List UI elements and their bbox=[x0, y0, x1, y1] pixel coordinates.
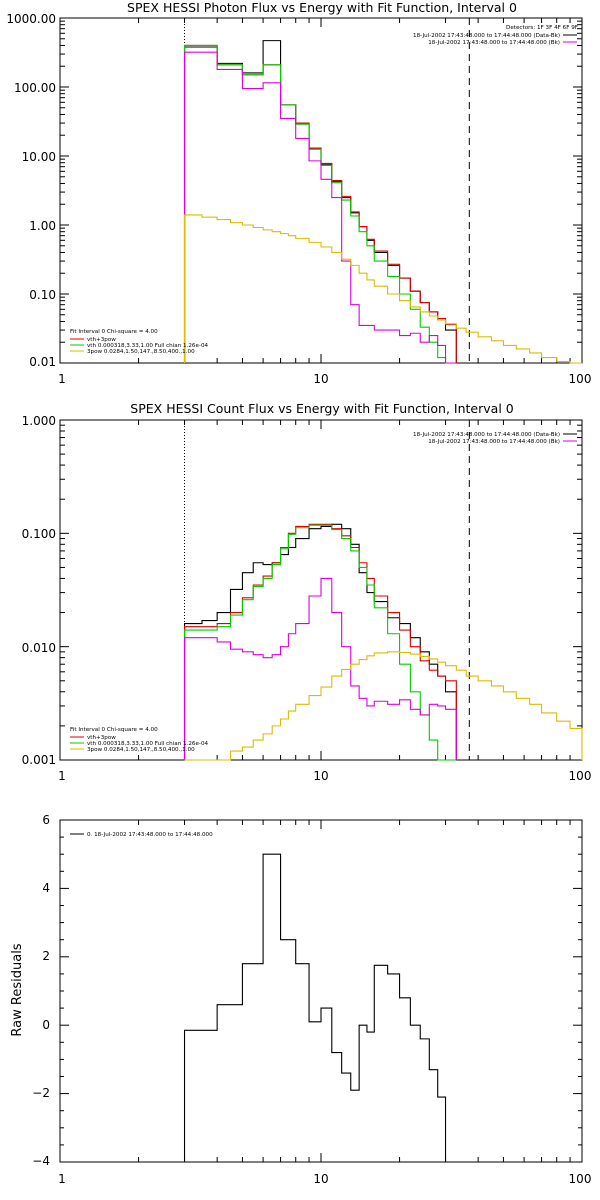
y-axis-label: Raw Residuals bbox=[10, 943, 25, 1036]
chart-title: SPEX HESSI Count Flux vs Energy with Fit… bbox=[130, 401, 513, 416]
x-tick-label: 100 bbox=[569, 372, 592, 386]
plot-frame bbox=[59, 819, 583, 1163]
series-group bbox=[183, 523, 583, 761]
residuals-panel: 6 4 2 0 −2 −4 1 10 100 Raw Residuals 0. … bbox=[10, 813, 591, 1186]
chart-title: SPEX HESSI Photon Flux vs Energy with Fi… bbox=[127, 0, 517, 15]
plot-frame bbox=[59, 17, 583, 364]
legend-top: Detectors: 1F 3F 4F 6F 9F 18-Jul-2002 17… bbox=[413, 25, 578, 46]
legend-entry: vth 0.000318,3.33,1.00 Full chian 1.26e-… bbox=[87, 741, 209, 747]
series-line-bk bbox=[183, 51, 457, 364]
legend-entry: vth 0.000318,3.33,1.00 Full chian 1.26e-… bbox=[87, 343, 209, 349]
series-line-3pow bbox=[183, 214, 582, 364]
y-tick-label: 6 bbox=[42, 813, 50, 827]
y-tick-label: 4 bbox=[42, 881, 50, 895]
tick-marks bbox=[59, 819, 582, 1163]
series-line-vth bbox=[183, 524, 457, 761]
series-group bbox=[183, 853, 447, 1162]
legend-entry: 3pow 0.0284,1.50,147.,8.50,400.,1.00 bbox=[87, 747, 195, 753]
y-tick-label: 0.01 bbox=[29, 355, 56, 369]
x-tick-label: 100 bbox=[569, 1172, 592, 1186]
y-tick-label: 100.00 bbox=[14, 81, 56, 95]
photon-flux-panel: SPEX HESSI Photon Flux vs Energy with Fi… bbox=[6, 0, 591, 386]
series-line-vth-3pow bbox=[183, 44, 457, 363]
y-tick-label: 0.001 bbox=[22, 753, 56, 767]
y-tick-label: 0.10 bbox=[29, 288, 56, 302]
series-line-data-bk bbox=[183, 40, 457, 363]
legend-entry: 18-Jul-2002 17:43:48.000 to 17:44:48.000… bbox=[413, 33, 560, 39]
x-tick-label: 10 bbox=[313, 769, 328, 783]
legend-entry: 3pow 0.0284,1.50,147.,8.50,400.,1.00 bbox=[87, 349, 195, 355]
legend-entry: 18-Jul-2002 17:43:48.000 to 17:44:48.000… bbox=[413, 432, 560, 438]
series-group bbox=[183, 40, 582, 364]
tick-marks bbox=[59, 17, 582, 364]
series-line-bk bbox=[183, 577, 457, 760]
y-tick-label: −4 bbox=[32, 1154, 50, 1168]
x-tick-label: 1 bbox=[58, 769, 66, 783]
y-tick-label: 1000.00 bbox=[6, 12, 56, 26]
series-line-3pow bbox=[184, 651, 583, 761]
series-line-vth bbox=[183, 44, 457, 364]
legend-entry: vth+3pow bbox=[87, 337, 116, 343]
legend-header: Fit Interval 0 Chi-square = 4.00 bbox=[70, 329, 158, 335]
x-tick-label: 1 bbox=[58, 1172, 66, 1186]
series-line-residuals bbox=[183, 853, 447, 1162]
y-tick-label: −2 bbox=[32, 1086, 50, 1100]
y-tick-label: 0.010 bbox=[22, 641, 56, 655]
count-flux-panel: SPEX HESSI Count Flux vs Energy with Fit… bbox=[22, 401, 592, 783]
legend-entry: vth+3pow bbox=[87, 735, 116, 741]
legend-bottom: Fit Interval 0 Chi-square = 4.00 vth+3po… bbox=[70, 329, 209, 355]
y-tick-label: 1.000 bbox=[22, 414, 56, 428]
legend-bottom: Fit Interval 0 Chi-square = 4.00 vth+3po… bbox=[70, 727, 209, 753]
x-tick-label: 1 bbox=[58, 372, 66, 386]
legend-entry: 18-Jul-2002 17:43:48.000 to 17:44:48.000… bbox=[428, 40, 560, 46]
legend-top: 0. 18-Jul-2002 17:43:48.000 to 17:44:48.… bbox=[70, 832, 213, 838]
x-tick-label: 10 bbox=[313, 1172, 328, 1186]
y-tick-label: 10.00 bbox=[22, 150, 56, 164]
x-tick-label: 100 bbox=[569, 769, 592, 783]
x-tick-label: 10 bbox=[313, 372, 328, 386]
y-tick-label: 2 bbox=[42, 949, 50, 963]
y-tick-label: 1.00 bbox=[29, 219, 56, 233]
y-tick-label: 0.100 bbox=[22, 527, 56, 541]
legend-entry: 0. 18-Jul-2002 17:43:48.000 to 17:44:48.… bbox=[87, 832, 213, 838]
legend-top: 18-Jul-2002 17:43:48.000 to 17:44:48.000… bbox=[413, 432, 577, 445]
legend-entry: 18-Jul-2002 17:43:48.000 to 17:44:48.000… bbox=[428, 439, 560, 445]
legend-header: Detectors: 1F 3F 4F 6F 9F bbox=[506, 25, 578, 31]
y-tick-label: 0 bbox=[42, 1018, 50, 1032]
legend-header: Fit Interval 0 Chi-square = 4.00 bbox=[70, 727, 158, 733]
